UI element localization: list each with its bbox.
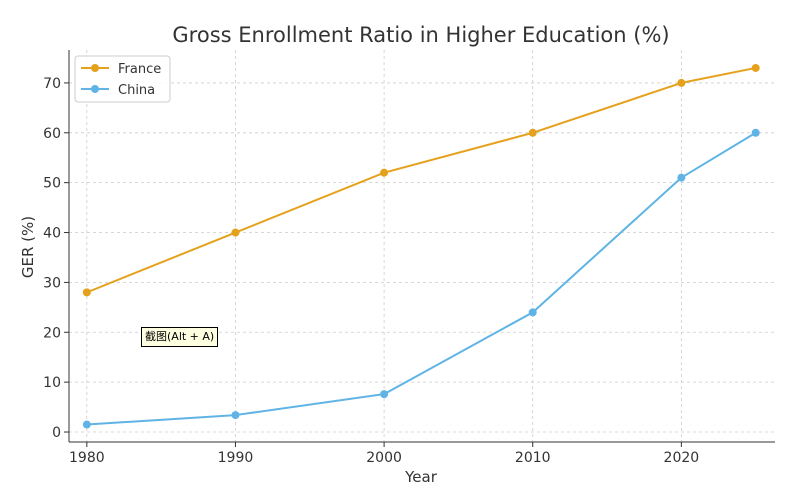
x-tick-label: 2000 — [366, 450, 402, 466]
china-data-point — [751, 128, 760, 137]
china-legend-label: China — [118, 83, 155, 98]
y-tick-label: 60 — [43, 126, 61, 142]
france-data-point — [82, 288, 91, 297]
y-tick-label: 40 — [43, 226, 61, 242]
screenshot-tooltip: 截图(Alt + A) — [141, 327, 219, 347]
y-tick-label: 30 — [43, 275, 61, 291]
france-data-point — [677, 78, 686, 87]
france-legend-marker — [91, 64, 99, 72]
chart-title: Gross Enrollment Ratio in Higher Educati… — [172, 23, 669, 47]
france-data-point — [380, 168, 389, 177]
france-data-point — [231, 228, 240, 237]
x-tick-label: 2020 — [664, 450, 700, 466]
x-tick-label: 1980 — [69, 450, 105, 466]
china-legend-marker — [91, 85, 99, 93]
china-data-point — [677, 173, 686, 182]
x-axis-label: Year — [404, 468, 438, 486]
france-legend-label: France — [118, 62, 161, 77]
x-axis-ticks: 1980 1990 2000 2010 2020 — [69, 442, 699, 466]
grid — [69, 50, 775, 442]
y-tick-label: 10 — [43, 375, 61, 391]
france-series-line — [86, 66, 756, 294]
legend: France China — [74, 55, 171, 103]
china-series-line — [86, 131, 757, 426]
france-data-point — [751, 63, 760, 72]
y-axis-label: GER (%) — [19, 216, 37, 278]
x-tick-label: 2010 — [515, 450, 551, 466]
china-data-point — [231, 411, 240, 420]
y-axis-ticks: 0 10 20 30 40 50 60 70 — [43, 76, 69, 441]
axes — [68, 50, 775, 443]
y-tick-label: 0 — [52, 425, 61, 441]
france-data-point — [528, 128, 537, 137]
china-data-point — [528, 308, 537, 317]
series-group — [82, 63, 760, 429]
y-tick-label: 50 — [43, 176, 61, 192]
y-tick-label: 20 — [43, 325, 61, 341]
china-data-point — [380, 390, 389, 399]
x-tick-label: 1990 — [218, 450, 254, 466]
y-tick-label: 70 — [43, 76, 61, 92]
china-data-point — [82, 420, 91, 429]
